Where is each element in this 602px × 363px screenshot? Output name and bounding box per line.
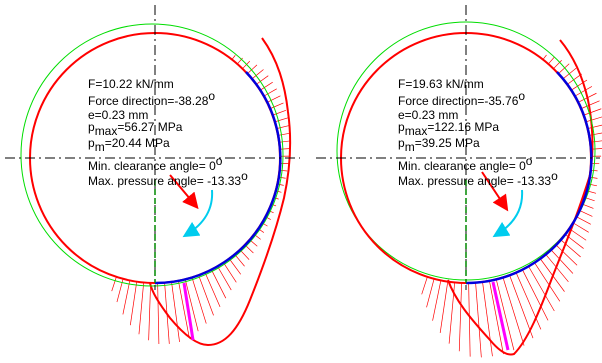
pressure-hatch-line [139,282,144,334]
clearance-label-left: Min. clearance angle= 0o [88,154,223,173]
pressure-hatch-line [211,270,225,299]
pressure-hatch-line [278,133,291,135]
rotation-arrow-left [186,190,212,235]
pressure-hatch-line [112,277,117,291]
pressure-hatch-line [270,103,284,109]
pressure-hatch-line [237,58,242,64]
pressure-hatch-line [459,283,461,351]
pressure-hatch-line [427,279,435,307]
pressure-hatch-line [205,273,220,307]
pressure-hatch-line [272,110,285,115]
pm-label-right: pm=39.25 MPa [398,136,480,154]
direction-label-left: Force direction=-38.28o [88,89,215,108]
pressure-hatch-line [583,109,601,115]
pressure-hatch-line [123,280,130,314]
direction-label-right: Force direction=-35.76o [398,89,525,108]
pressure-hatch-line [172,282,180,342]
pressure-hatch-line [440,282,448,333]
pressure-hatch-line [149,283,151,340]
pressure-hatch-line [546,254,569,281]
pressure-hatch-line [587,125,602,129]
pressure-hatch-line [235,254,245,266]
pressure-hatch-line [476,283,482,358]
pressure-hatch-line [433,280,441,320]
pressure-hatch-line [280,149,291,150]
pressure-hatch-line [483,282,493,356]
panel-right: F=19.63 kN/mm Force direction=-35.76o e=… [316,5,602,357]
pressure-hatch-line [242,61,249,69]
pressure-hatch-line [192,277,206,323]
pressure-hatch-line [256,76,268,85]
pressure-hatch-line [582,204,593,208]
force-label-right: F=19.63 kN/mm [398,77,484,91]
pressure-hatch-line [548,57,554,64]
pressure-hatch-line [586,117,602,122]
pressure-hatch-line [275,118,288,122]
pm-label-left: pm=20.44 MPa [88,136,170,154]
pressure-hatch-line [579,210,592,216]
pressure-hatch-line [573,223,589,233]
pressure-hatch-line [553,60,561,68]
clearance-label-right: Min. clearance angle= 0o [398,154,533,173]
pressure-hatch-line [130,282,136,326]
pressure-hatch-line [158,283,159,344]
pressure-hatch-line [469,283,471,357]
pressure-hatch-line [276,125,289,128]
pressure-hatch-line [576,217,590,225]
panel-left: F=10.22 kN/mm Force direction=-38.28o e=… [5,5,300,345]
pressure-hatch-line [422,277,428,294]
force-label-left: F=10.22 kN/mm [88,77,174,91]
pressure-hatch-line [199,275,214,315]
pressure-hatch-line [589,133,602,136]
pressure-hatch-line [229,259,241,275]
rotation-arrow-right [496,190,522,235]
pressure-hatch-line [575,86,592,96]
